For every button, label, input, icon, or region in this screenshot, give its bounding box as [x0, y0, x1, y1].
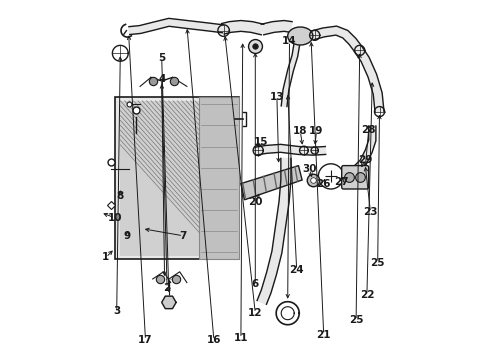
Text: 7: 7 [179, 231, 186, 241]
Text: 19: 19 [309, 126, 323, 136]
Bar [115, 97, 239, 259]
Text: 20: 20 [247, 197, 262, 207]
Polygon shape [353, 126, 375, 172]
Text: 2: 2 [163, 283, 170, 293]
Text: 10: 10 [107, 213, 122, 223]
Text: 24: 24 [289, 265, 304, 275]
FancyBboxPatch shape [341, 166, 368, 189]
Text: 22: 22 [359, 290, 373, 300]
Text: 13: 13 [269, 92, 284, 102]
Text: 23: 23 [363, 207, 377, 217]
Text: 16: 16 [206, 335, 221, 345]
Text: 14: 14 [282, 36, 296, 46]
Text: 6: 6 [251, 279, 258, 289]
Text: 29: 29 [357, 155, 371, 165]
Text: 25: 25 [348, 315, 363, 325]
Text: 17: 17 [138, 335, 152, 345]
Text: 25: 25 [370, 258, 384, 268]
Polygon shape [241, 166, 302, 200]
Text: 26: 26 [316, 179, 330, 189]
Bar [199, 97, 239, 259]
Text: 21: 21 [316, 330, 330, 340]
Polygon shape [257, 158, 290, 304]
Polygon shape [353, 46, 383, 112]
Text: 3: 3 [113, 306, 120, 316]
Text: 30: 30 [302, 164, 316, 174]
Text: 28: 28 [361, 125, 375, 135]
Polygon shape [281, 45, 299, 107]
Text: 5: 5 [158, 53, 165, 63]
Polygon shape [129, 18, 223, 35]
Text: 9: 9 [123, 231, 131, 241]
Ellipse shape [287, 27, 312, 45]
Text: 8: 8 [117, 191, 123, 201]
Text: 15: 15 [253, 137, 267, 147]
Polygon shape [162, 296, 176, 309]
Text: 18: 18 [292, 126, 307, 136]
Polygon shape [221, 21, 263, 35]
Polygon shape [261, 21, 291, 35]
Text: 12: 12 [247, 308, 262, 318]
Text: 4: 4 [158, 74, 165, 84]
Polygon shape [311, 26, 361, 51]
Bar [120, 101, 199, 256]
Polygon shape [254, 144, 325, 155]
Text: 11: 11 [233, 333, 247, 343]
Text: 27: 27 [334, 177, 348, 187]
Text: 1: 1 [102, 252, 109, 262]
